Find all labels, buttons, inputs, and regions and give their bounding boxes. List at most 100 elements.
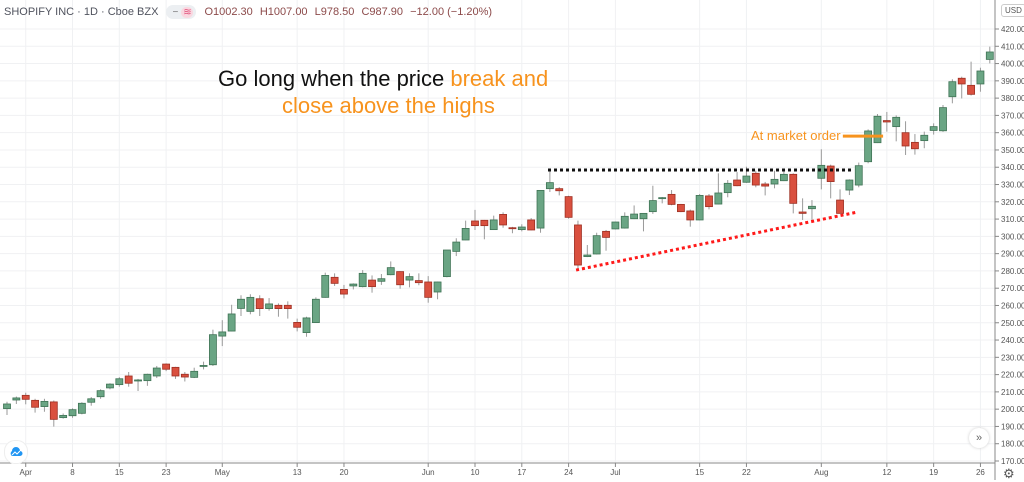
candle-body [489, 219, 498, 231]
candle-down [283, 301, 292, 319]
legend-toggle[interactable]: − ≋ [166, 5, 197, 19]
candle-body [433, 281, 442, 293]
candle-body [854, 165, 863, 186]
candle-down [162, 363, 171, 372]
candle-up [892, 115, 901, 142]
candle-up [845, 179, 854, 196]
candle-body [199, 365, 208, 367]
minus-button[interactable]: − [172, 6, 179, 18]
candle-up [517, 224, 526, 232]
price-tick-label: 240.00 [1001, 336, 1024, 345]
candle-body [49, 401, 58, 420]
candle-body [826, 165, 835, 182]
candle-up [489, 215, 498, 231]
candle-up [358, 270, 367, 288]
candle-body [246, 296, 255, 312]
time-axis[interactable]: Apr 8 15 23 May 13 20 Jun 10 17 24 Jul 15 22 Aug 12 19 26 [19, 463, 985, 477]
candle-body [779, 173, 788, 182]
candle-body [686, 210, 695, 221]
candle-body [227, 313, 236, 332]
price-tick-label: 420.00 [1001, 25, 1024, 34]
candle-down [368, 275, 376, 293]
ohlc-values: O1002.30 H1007.00 L978.50 C987.90 −12.00… [204, 6, 496, 18]
candle-body [911, 141, 919, 150]
candle-up [611, 221, 620, 230]
candle-body [742, 175, 751, 183]
candle-body [602, 230, 610, 238]
candle-body [555, 188, 564, 192]
price-tick-label: 220.00 [1001, 371, 1024, 380]
candle-down [31, 398, 39, 413]
candle-body [283, 304, 292, 309]
candle-up [658, 196, 667, 204]
time-tick-label: 26 [976, 468, 985, 477]
candle-body [40, 400, 49, 407]
wave-button[interactable]: ≋ [181, 6, 194, 18]
candle-down [555, 187, 564, 196]
price-axis[interactable]: 170.00 180.00 190.00 200.00 210.00 220.00 230.… [995, 25, 1024, 466]
candle-body [967, 84, 975, 95]
candle-body [162, 363, 171, 370]
candle-up [321, 272, 330, 298]
candle-body [171, 366, 180, 377]
candle-down [480, 219, 489, 240]
candle-up [452, 238, 461, 257]
candle-body [592, 235, 601, 255]
price-tick-label: 290.00 [1001, 250, 1024, 259]
time-tick-label: 24 [564, 468, 573, 477]
candle-up [592, 232, 601, 255]
candle-up [143, 373, 152, 386]
candle-body [985, 51, 994, 60]
candle-down [798, 198, 807, 220]
candle-down [21, 392, 30, 405]
time-tick-label: 13 [293, 468, 302, 477]
candle-up [854, 162, 863, 188]
candle-body [134, 379, 142, 382]
time-tick-label: 20 [340, 468, 349, 477]
candle-body [808, 205, 816, 210]
candle-up [311, 297, 320, 323]
candle-body [892, 116, 901, 128]
candle-up [134, 378, 142, 392]
tradingview-cloud-icon[interactable] [4, 440, 28, 464]
candle-up [77, 402, 86, 415]
candle-body [31, 399, 39, 408]
gear-icon[interactable]: ⚙ [1003, 466, 1015, 481]
time-tick-label: 10 [471, 468, 480, 477]
currency-label[interactable]: USD [1001, 4, 1024, 17]
candle-up [386, 261, 395, 276]
candle-body [695, 195, 704, 221]
candle-body [255, 298, 264, 309]
price-tick-label: 250.00 [1001, 319, 1024, 328]
price-tick-label: 310.00 [1001, 215, 1024, 224]
candle-down [340, 284, 348, 299]
candle-body [564, 196, 573, 218]
drawings[interactable] [548, 134, 884, 272]
time-tick-label: 15 [115, 468, 124, 477]
candle-down [124, 372, 133, 387]
candle-body [349, 283, 358, 287]
candle-body [499, 214, 507, 226]
candle-body [882, 120, 891, 123]
candle-up [723, 180, 732, 198]
candle-body [648, 200, 657, 213]
candle-body [358, 272, 367, 288]
candle-body [939, 107, 947, 132]
close-value: C987.90 [361, 6, 404, 18]
candle-body [152, 367, 161, 377]
time-tick-label: 19 [929, 468, 938, 477]
candle-down [274, 303, 283, 317]
candle-up [12, 396, 21, 404]
candle-body [789, 173, 798, 204]
candle-down [882, 111, 891, 132]
double-chevron-right-icon[interactable]: » [969, 428, 989, 448]
candle-body [274, 304, 283, 309]
price-tick-label: 380.00 [1001, 94, 1024, 103]
candle-body [527, 219, 536, 231]
candle-up [648, 185, 657, 214]
time-tick-label: Aug [814, 468, 828, 477]
support-trendline[interactable] [575, 210, 859, 272]
grid [0, 0, 995, 463]
symbol-title[interactable]: SHOPIFY INC · 1D · Cboe BZX [4, 6, 159, 18]
